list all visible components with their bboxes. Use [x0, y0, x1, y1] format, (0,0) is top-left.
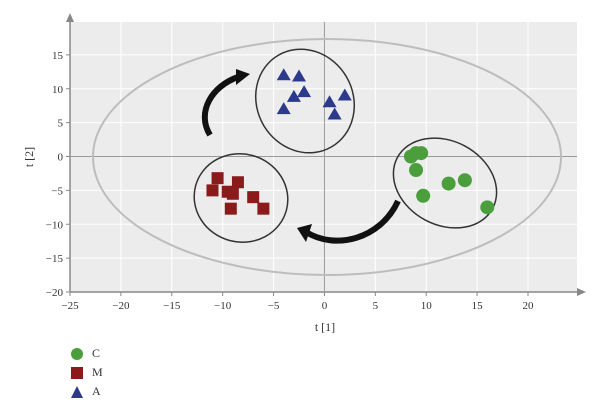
- legend-marker-m: [70, 366, 84, 380]
- x-tick-label: −15: [163, 300, 181, 312]
- x-tick-label: 10: [421, 300, 433, 312]
- point-a: [276, 68, 291, 81]
- y-tick-label: 0: [58, 152, 64, 164]
- point-c: [457, 173, 472, 188]
- legend-item-a: A: [70, 382, 103, 401]
- legend-item-m: M: [70, 363, 103, 382]
- legend-label-c: C: [92, 346, 101, 360]
- point-m: [206, 184, 219, 197]
- point-c: [409, 163, 424, 178]
- point-m: [224, 202, 237, 215]
- point-a: [276, 102, 291, 115]
- point-a: [286, 89, 301, 102]
- legend-marker-c: [70, 347, 84, 361]
- x-axis-title: t [1]: [315, 320, 335, 334]
- arrow-c-to-m: [304, 199, 401, 244]
- point-m: [226, 187, 239, 200]
- point-c: [414, 146, 429, 161]
- x-tick-label: −25: [61, 300, 79, 312]
- axes: [66, 13, 586, 296]
- overlays: [92, 38, 562, 276]
- arrow-c-to-m-head: [297, 224, 312, 242]
- point-c: [480, 200, 495, 215]
- y-tick-label: 10: [52, 84, 64, 96]
- x-tick-label: −5: [268, 300, 280, 312]
- y-tick-label: 15: [52, 50, 64, 62]
- x-tick-label: 15: [472, 300, 484, 312]
- x-tick-label: −20: [112, 300, 130, 312]
- x-tick-label: −10: [214, 300, 232, 312]
- arrow-m-to-a-head: [236, 69, 250, 85]
- x-tick-label: 0: [322, 300, 328, 312]
- point-c: [441, 176, 456, 191]
- arrow-m-to-a: [201, 74, 240, 137]
- y-tick-label: −10: [46, 219, 64, 231]
- cluster-outline-m: [193, 153, 289, 243]
- point-m: [257, 202, 270, 215]
- point-m: [211, 172, 224, 185]
- x-tick-label: 20: [523, 300, 535, 312]
- legend-label-m: M: [92, 365, 103, 379]
- point-a: [327, 107, 342, 120]
- y-tick-label: −20: [46, 287, 64, 299]
- legend-label-a: A: [92, 384, 101, 398]
- y-tick-label: −15: [46, 253, 64, 265]
- y-tick-label: 5: [58, 118, 64, 130]
- x-tick-label: 5: [373, 300, 379, 312]
- y-axis-title: t [2]: [22, 147, 36, 167]
- x-axis-arrow: [577, 288, 586, 296]
- point-a: [297, 85, 312, 98]
- legend-item-c: C: [70, 344, 103, 363]
- y-axis-arrow: [66, 13, 74, 22]
- confidence-ellipse: [92, 38, 562, 276]
- point-m: [231, 176, 244, 189]
- legend-marker-a: [70, 385, 84, 399]
- point-a: [322, 95, 337, 108]
- cluster-outline-a: [254, 48, 356, 154]
- point-c: [416, 188, 431, 203]
- point-a: [337, 88, 352, 101]
- y-tick-label: −5: [51, 185, 63, 197]
- point-a: [292, 69, 306, 82]
- legend: C M A: [70, 344, 103, 401]
- point-m: [247, 191, 260, 204]
- data-points: [206, 68, 495, 215]
